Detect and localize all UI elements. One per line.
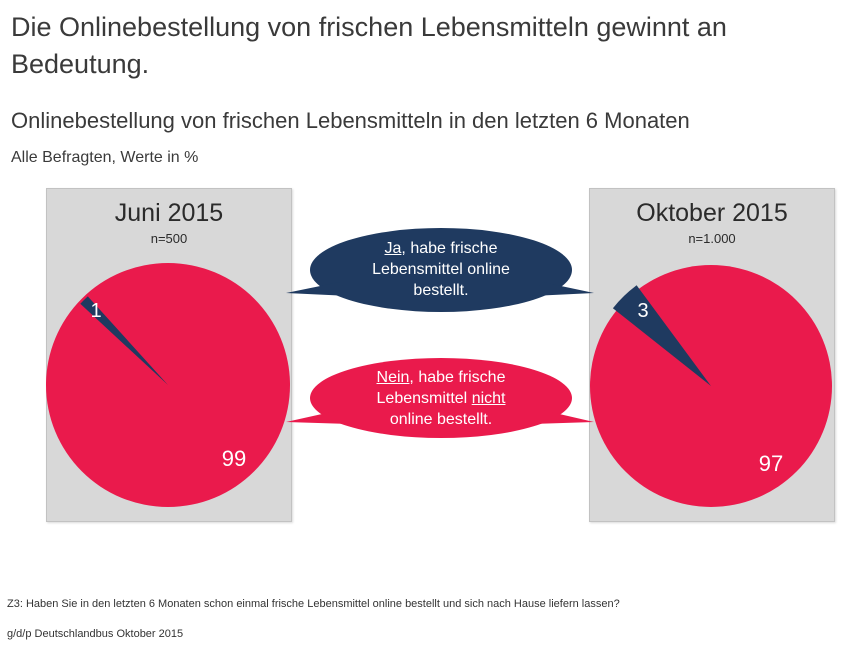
callout-ja-keyword: Ja [384,240,402,257]
callout-ja-line2: Lebensmittel online [372,261,510,278]
panel-title-oktober: Oktober 2015 [636,199,788,227]
panel-n-juni: n=500 [150,231,188,246]
pie-0-label-nein: 99 [222,446,246,471]
callout-nein-keyword: Nein [376,369,410,386]
callout-ja-line3: bestellt. [413,282,469,299]
chart-subtitle: Onlinebestellung von frischen Lebensmitt… [11,108,690,133]
callout-nein-line3: online bestellt. [389,411,493,428]
callout-ja-bubble [310,228,572,312]
callout-ja-tail-left [286,282,350,296]
panel-title-juni: Juni 2015 [114,199,224,227]
basis-note: Alle Befragten, Werte in % [11,149,199,166]
pie-0-label-ja: 1 [90,300,101,322]
callout-nein-tail-right [532,410,594,424]
callout-nein-tail-left [286,410,350,424]
callout-ja-tail-right [532,282,594,296]
source-note: g/d/p Deutschlandbus Oktober 2015 [7,628,184,640]
question-footnote: Z3: Haben Sie in den letzten 6 Monaten s… [7,598,620,610]
pie-1-label-nein: 97 [759,451,783,476]
page-title: Die Onlinebestellung von frischen Lebens… [11,12,727,79]
callout-ja-line1-rest: , habe frische [401,240,498,257]
pie-1-slice-ja [612,285,711,386]
callout-nein: Nein, habe frische Lebensmittel nicht on… [310,367,572,430]
callout-ja: Ja, habe frische Lebensmittel online bes… [310,238,572,301]
callout-nein-line2a: Lebensmittel [376,390,472,407]
pie-0-slice-ja [80,296,168,385]
callout-nein-nicht: nicht [471,390,506,407]
callout-nein-bubble [310,358,572,438]
panel-n-oktober: n=1.000 [688,231,736,246]
callout-nein-line1-rest: , habe frische [409,369,506,386]
pie-1-label-ja: 3 [637,300,648,322]
